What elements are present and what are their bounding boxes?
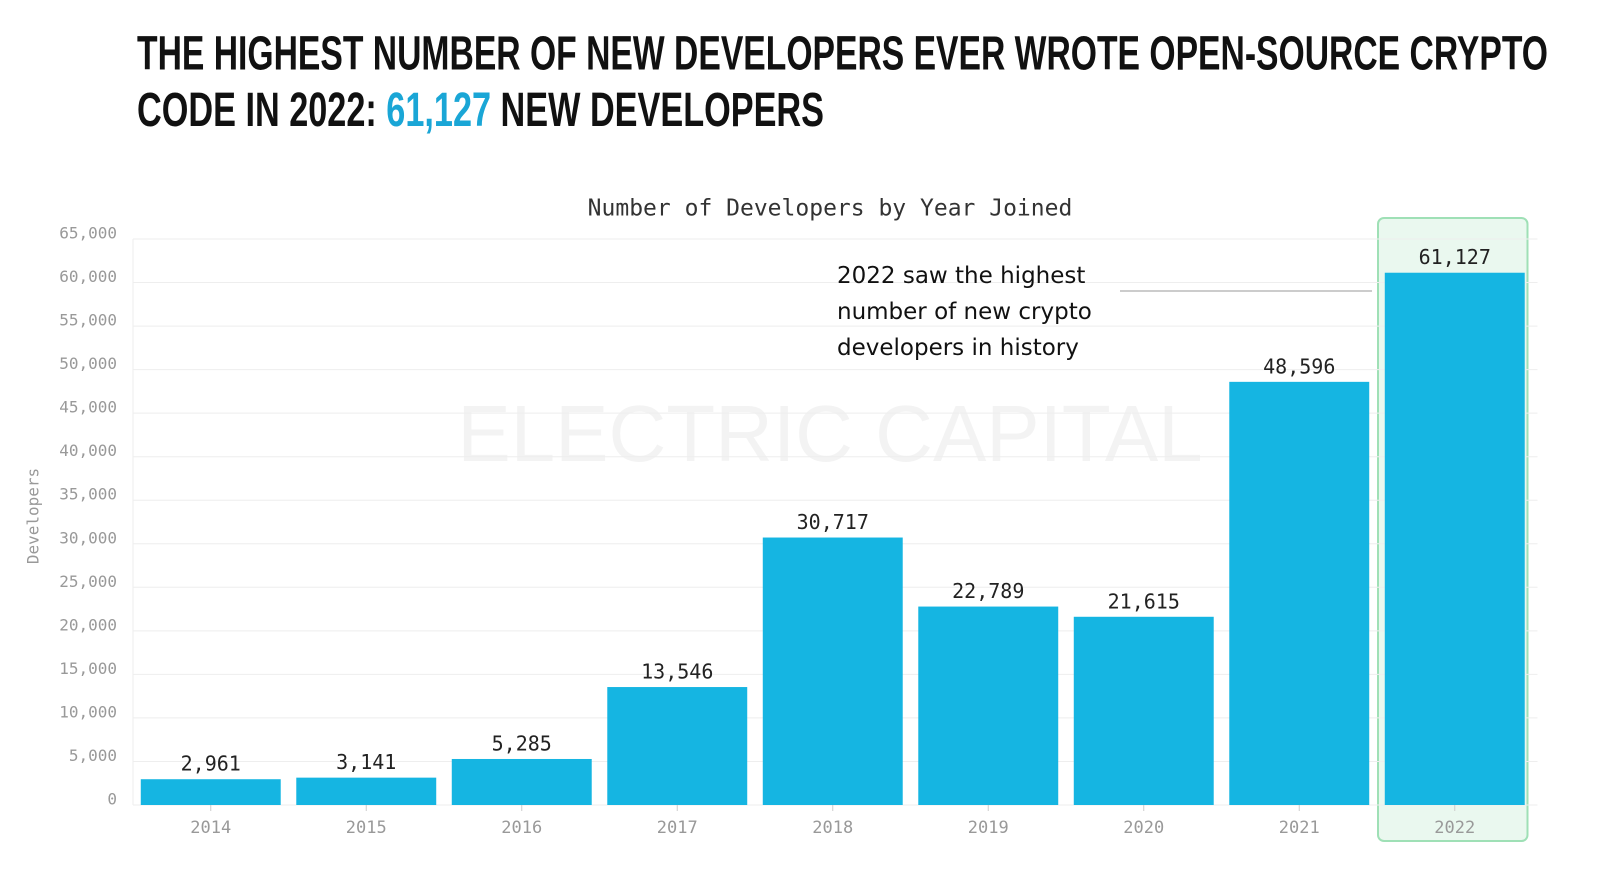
y-axis-label: Developers bbox=[24, 468, 43, 564]
data-label: 3,141 bbox=[336, 750, 396, 774]
annotation-line: developers in history bbox=[837, 335, 1079, 361]
data-label: 22,789 bbox=[952, 579, 1024, 603]
bar bbox=[296, 777, 437, 805]
bar bbox=[918, 606, 1059, 805]
bar bbox=[1229, 381, 1370, 805]
y-tick-label: 25,000 bbox=[59, 572, 117, 591]
title-part: NEW DEVELOPERS bbox=[501, 84, 824, 137]
y-tick-label: 10,000 bbox=[59, 702, 117, 721]
x-tick-label: 2021 bbox=[1279, 818, 1320, 838]
y-tick-label: 60,000 bbox=[59, 267, 117, 286]
annotation-line: 2022 saw the highest bbox=[837, 263, 1085, 289]
y-tick-label: 0 bbox=[107, 790, 117, 809]
annotation-line: number of new crypto bbox=[837, 299, 1092, 325]
x-tick-label: 2018 bbox=[812, 818, 853, 838]
data-label: 48,596 bbox=[1263, 354, 1335, 378]
x-tick-label: 2014 bbox=[190, 818, 231, 838]
chart-title: THE HIGHEST NUMBER OF NEW DEVELOPERS EVE… bbox=[137, 28, 1548, 81]
data-label: 13,546 bbox=[641, 660, 713, 684]
x-tick-label: 2020 bbox=[1123, 818, 1164, 838]
data-label: 61,127 bbox=[1419, 245, 1491, 269]
y-tick-label: 50,000 bbox=[59, 354, 117, 373]
y-tick-label: 55,000 bbox=[59, 311, 117, 330]
watermark: ELECTRIC CAPITAL bbox=[457, 389, 1202, 478]
bar bbox=[607, 687, 748, 805]
data-label: 2,961 bbox=[181, 752, 241, 776]
x-tick-label: 2016 bbox=[501, 818, 542, 838]
bar bbox=[1384, 272, 1525, 806]
bar bbox=[451, 758, 592, 805]
y-tick-label: 65,000 bbox=[59, 224, 117, 243]
title-part: CODE IN 2022: bbox=[137, 84, 377, 137]
chart-title: CODE IN 2022: 61,127 NEW DEVELOPERS bbox=[137, 84, 824, 137]
y-tick-label: 5,000 bbox=[69, 746, 117, 765]
data-label: 30,717 bbox=[797, 510, 869, 534]
y-tick-label: 45,000 bbox=[59, 398, 117, 417]
bar bbox=[762, 537, 903, 805]
bar bbox=[140, 779, 281, 805]
y-tick-label: 30,000 bbox=[59, 528, 117, 547]
x-tick-label: 2015 bbox=[346, 818, 387, 838]
data-label: 5,285 bbox=[492, 731, 552, 755]
chart-subtitle: Number of Developers by Year Joined bbox=[588, 196, 1073, 222]
y-tick-label: 15,000 bbox=[59, 659, 117, 678]
annotation: 2022 saw the highest number of new crypto… bbox=[837, 263, 1092, 361]
x-tick-label: 2019 bbox=[968, 818, 1009, 838]
y-tick-label: 35,000 bbox=[59, 485, 117, 504]
x-tick-label: 2017 bbox=[657, 818, 698, 838]
y-tick-label: 20,000 bbox=[59, 615, 117, 634]
title-highlight: 61,127 bbox=[386, 84, 491, 137]
data-label: 21,615 bbox=[1108, 589, 1180, 613]
y-tick-label: 40,000 bbox=[59, 441, 117, 460]
x-tick-label: 2022 bbox=[1434, 818, 1475, 838]
bar bbox=[1073, 616, 1214, 805]
